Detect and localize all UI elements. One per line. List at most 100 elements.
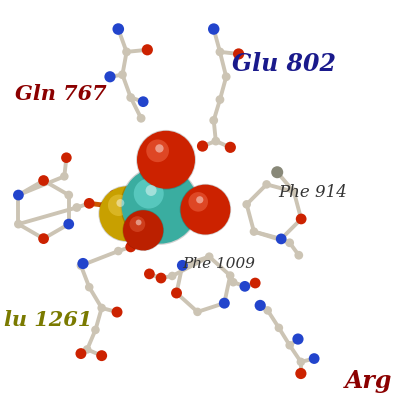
Point [115, 248, 122, 254]
Point [227, 272, 234, 279]
Point [80, 260, 86, 267]
Point [210, 26, 217, 32]
Point [252, 280, 259, 286]
Point [108, 216, 115, 222]
Circle shape [122, 167, 198, 244]
Point [278, 236, 285, 242]
Circle shape [129, 216, 145, 232]
Point [98, 352, 105, 359]
Point [251, 228, 257, 235]
Point [142, 242, 149, 248]
Point [119, 71, 126, 78]
Text: Arg: Arg [344, 369, 392, 393]
Point [263, 181, 270, 188]
Point [298, 370, 304, 377]
Point [84, 346, 90, 353]
Point [169, 273, 176, 279]
Point [217, 96, 223, 103]
Text: Phe 1009: Phe 1009 [183, 256, 256, 271]
Circle shape [134, 178, 164, 209]
Point [295, 336, 301, 342]
Point [227, 144, 234, 151]
Circle shape [196, 196, 203, 203]
Point [144, 46, 151, 53]
Point [158, 275, 164, 281]
Point [210, 117, 217, 124]
Circle shape [181, 185, 230, 234]
Point [221, 300, 228, 307]
Point [242, 283, 248, 290]
Text: Phe 914: Phe 914 [278, 184, 347, 201]
Point [199, 143, 206, 149]
Point [119, 208, 126, 214]
Point [92, 327, 99, 333]
Point [194, 309, 201, 315]
Point [276, 325, 282, 331]
Circle shape [98, 186, 155, 242]
Point [138, 115, 144, 122]
Point [123, 49, 130, 55]
Circle shape [120, 166, 199, 245]
Point [311, 355, 317, 362]
Point [40, 235, 47, 242]
Point [298, 216, 305, 222]
Circle shape [122, 210, 164, 251]
Point [73, 204, 80, 211]
Text: Glu 802: Glu 802 [232, 51, 337, 76]
Point [179, 262, 186, 269]
Point [298, 216, 305, 222]
Point [78, 262, 84, 269]
Point [66, 192, 72, 198]
Circle shape [99, 186, 154, 241]
Point [98, 305, 105, 311]
Circle shape [155, 144, 164, 153]
Circle shape [146, 139, 169, 162]
Point [63, 154, 70, 161]
Point [290, 188, 297, 195]
Point [40, 177, 47, 184]
Text: Gln 767: Gln 767 [15, 83, 106, 104]
Point [286, 239, 293, 246]
Point [217, 49, 223, 55]
Point [173, 290, 180, 296]
Point [264, 307, 271, 314]
Circle shape [117, 199, 124, 207]
Point [223, 73, 229, 80]
Point [146, 271, 153, 277]
Point [278, 236, 285, 242]
Point [78, 350, 84, 357]
Circle shape [123, 210, 163, 250]
Circle shape [188, 192, 208, 212]
Point [212, 138, 219, 144]
Point [243, 201, 250, 208]
Point [127, 244, 134, 250]
Circle shape [108, 195, 129, 216]
Point [206, 253, 212, 260]
Point [114, 309, 120, 315]
Point [140, 98, 146, 105]
Circle shape [136, 220, 142, 225]
Point [179, 262, 186, 269]
Point [103, 202, 109, 209]
Circle shape [137, 131, 195, 189]
Point [230, 279, 237, 286]
Circle shape [180, 184, 231, 235]
Point [111, 192, 117, 198]
Point [115, 26, 122, 32]
Point [221, 300, 228, 307]
Point [298, 359, 304, 365]
Point [107, 73, 113, 80]
Point [61, 173, 68, 180]
Point [295, 252, 302, 259]
Point [66, 221, 72, 227]
Circle shape [136, 130, 196, 190]
Point [173, 290, 180, 296]
Point [274, 169, 281, 176]
Point [15, 221, 22, 227]
Point [257, 302, 264, 309]
Circle shape [146, 185, 156, 196]
Point [86, 200, 93, 207]
Point [235, 51, 242, 57]
Point [86, 284, 93, 290]
Point [286, 342, 293, 349]
